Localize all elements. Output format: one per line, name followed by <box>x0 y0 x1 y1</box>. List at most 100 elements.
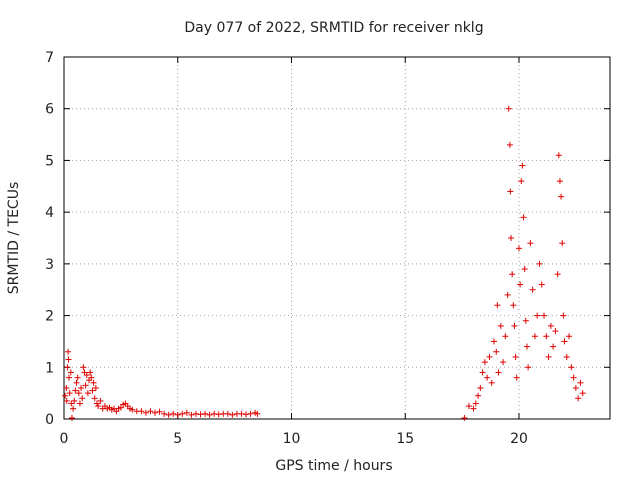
data-point <box>566 333 573 340</box>
data-point <box>545 353 552 360</box>
data-point <box>508 235 515 241</box>
data-point <box>568 364 575 371</box>
x-axis-label: GPS time / hours <box>275 458 392 474</box>
data-point <box>95 403 102 410</box>
data-point <box>80 364 87 371</box>
data-point <box>504 291 511 298</box>
data-point <box>79 395 86 402</box>
data-point <box>93 400 100 407</box>
data-point <box>475 392 482 399</box>
data-point <box>518 178 525 185</box>
data-point <box>63 384 70 391</box>
data-point <box>215 411 222 418</box>
data-point <box>65 348 72 355</box>
data-point <box>561 338 568 345</box>
data-point <box>512 353 519 360</box>
data-point <box>183 409 190 416</box>
data-point <box>543 333 550 340</box>
data-point <box>229 411 236 418</box>
x-tick-label: 10 <box>283 431 301 447</box>
y-tick-label: 0 <box>45 412 54 428</box>
data-point <box>64 364 71 371</box>
data-point <box>502 333 509 340</box>
data-point <box>82 382 89 389</box>
data-point <box>72 387 79 394</box>
data-point <box>68 400 75 407</box>
data-point <box>521 266 528 273</box>
data-point <box>494 302 501 309</box>
data-point <box>97 397 104 404</box>
data-point <box>513 374 520 381</box>
data-point <box>547 322 554 329</box>
data-point <box>531 333 538 340</box>
data-point <box>91 395 98 402</box>
data-point <box>577 379 584 386</box>
data-point <box>477 384 484 391</box>
data-point <box>138 408 145 415</box>
x-tick-label: 5 <box>173 431 182 447</box>
data-point <box>247 410 254 417</box>
data-point <box>89 387 96 394</box>
data-point <box>156 408 163 415</box>
data-point <box>538 281 545 288</box>
data-point <box>555 152 562 159</box>
data-point <box>550 343 557 350</box>
data-point <box>90 379 97 386</box>
data-point <box>527 240 534 247</box>
data-point <box>490 338 497 345</box>
data-point <box>88 374 95 381</box>
data-point <box>484 374 491 381</box>
data-point <box>505 105 512 112</box>
data-point <box>78 384 85 391</box>
data-point <box>536 260 543 267</box>
y-tick-label: 1 <box>45 360 54 376</box>
data-point <box>479 369 486 376</box>
data-point <box>470 405 477 412</box>
chart-title: Day 077 of 2022, SRMTID for receiver nkl… <box>184 20 483 36</box>
data-point <box>174 411 181 418</box>
data-point <box>83 372 90 379</box>
x-tick-label: 15 <box>396 431 414 447</box>
data-point <box>67 369 74 376</box>
data-point <box>65 356 72 363</box>
data-point <box>517 281 524 288</box>
y-tick-label: 6 <box>45 102 54 118</box>
data-point <box>500 359 507 366</box>
data-point <box>66 390 73 397</box>
data-point <box>465 403 472 410</box>
data-point <box>62 392 69 399</box>
x-tick-label: 20 <box>510 431 528 447</box>
data-point <box>552 328 559 335</box>
data-point <box>74 374 81 381</box>
data-point <box>541 312 548 319</box>
data-point <box>472 400 479 407</box>
data-point <box>165 411 172 418</box>
data-point <box>92 384 99 391</box>
data-point <box>522 317 529 324</box>
data-point <box>563 353 570 360</box>
data-point <box>206 411 213 418</box>
data-point <box>76 400 83 407</box>
data-point <box>243 411 249 418</box>
data-point <box>523 343 530 350</box>
data-point <box>179 410 186 417</box>
data-point <box>493 348 500 355</box>
data-point <box>509 271 516 278</box>
axes: 0 5 10 15 20 0 1 2 3 4 5 6 7 <box>45 50 611 447</box>
data-point <box>147 408 154 415</box>
data-point <box>506 141 513 148</box>
data-point <box>486 353 493 360</box>
y-tick-label: 7 <box>45 50 54 66</box>
data-point <box>579 390 586 397</box>
data-point <box>142 409 149 416</box>
data-point <box>570 374 577 381</box>
x-tick-label: 0 <box>60 431 69 447</box>
y-tick-label: 4 <box>45 205 54 221</box>
data-point <box>497 322 504 329</box>
data-point <box>575 395 582 402</box>
data-point <box>129 406 136 413</box>
data-point <box>211 410 218 417</box>
data-point <box>559 240 566 247</box>
data-point <box>558 193 565 200</box>
